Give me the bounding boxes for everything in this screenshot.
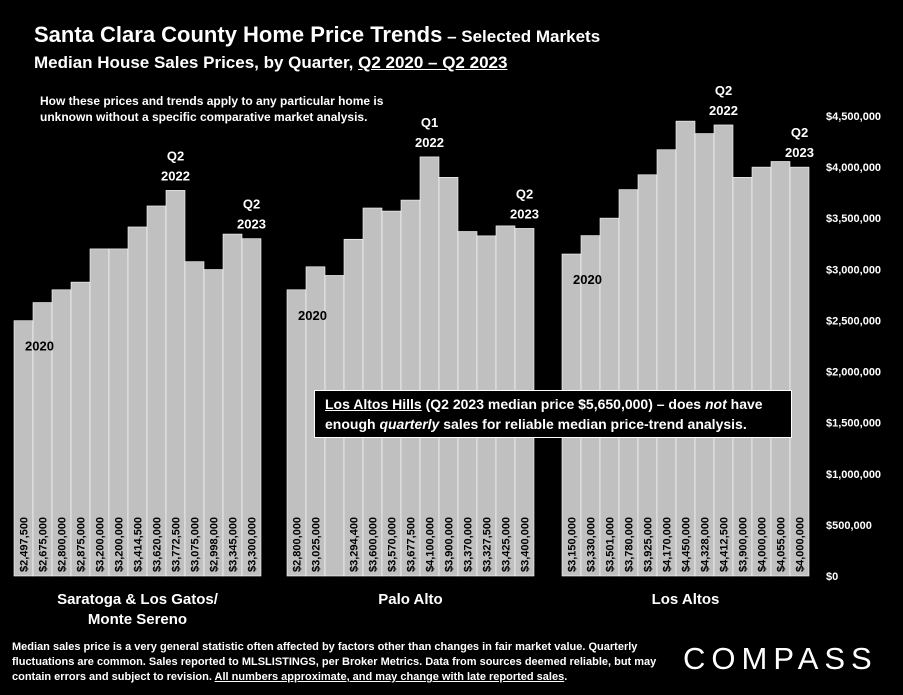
bar-value-label: $3,620,000 bbox=[152, 517, 164, 572]
bar-value-label: $3,370,000 bbox=[463, 517, 475, 572]
bar-value-label: $2,800,000 bbox=[292, 517, 304, 572]
bar-value-label: $3,900,000 bbox=[738, 517, 750, 572]
bar-value-label: $3,200,000 bbox=[114, 517, 126, 572]
quarter-annotation: Q2 bbox=[243, 197, 260, 212]
bar-value-label: $3,414,500 bbox=[133, 517, 145, 572]
bar bbox=[675, 120, 696, 577]
y-tick-label: $500,000 bbox=[826, 520, 872, 532]
callout-link-text: Los Altos Hills bbox=[325, 396, 422, 412]
bar-value-label: $4,000,000 bbox=[795, 517, 807, 572]
bar-value-label: $3,150,000 bbox=[567, 517, 579, 572]
callout-emph-quarterly: quarterly bbox=[379, 416, 440, 432]
bar bbox=[732, 177, 753, 577]
y-tick-label: $1,000,000 bbox=[826, 469, 881, 481]
los-altos-hills-callout: Los Altos Hills (Q2 2023 median price $5… bbox=[314, 390, 792, 438]
y-tick-label: $3,500,000 bbox=[826, 213, 881, 225]
bar-value-label: $3,772,500 bbox=[171, 517, 183, 572]
bar-value-label: $3,300,000 bbox=[247, 517, 259, 572]
bar-value-label: $3,570,000 bbox=[387, 517, 399, 572]
bar-value-label: $4,055,000 bbox=[776, 517, 788, 572]
callout-text-a: (Q2 2023 median price $5,650,000) – does bbox=[421, 396, 705, 412]
bar-value-label: $3,345,000 bbox=[228, 517, 240, 572]
bar-value-label: $2,800,000 bbox=[57, 517, 69, 572]
quarter-annotation: Q2 bbox=[167, 148, 184, 163]
group-label: Palo Alto bbox=[378, 591, 442, 608]
bar-value-label: $3,425,000 bbox=[501, 517, 513, 572]
y-tick-label: $0 bbox=[826, 571, 838, 583]
bar-value-label: $3,780,000 bbox=[624, 517, 636, 572]
callout-emph-not: not bbox=[705, 396, 727, 412]
callout-text-c: sales for reliable median price-trend an… bbox=[439, 416, 747, 432]
footer-underlined: All numbers approximate, and may change … bbox=[214, 671, 565, 683]
bar-value-label: $3,900,000 bbox=[444, 517, 456, 572]
bar-value-label: $3,075,000 bbox=[190, 517, 202, 572]
bar-value-label: $2,998,000 bbox=[209, 517, 221, 572]
bar-value-label: $3,501,000 bbox=[605, 517, 617, 572]
bar bbox=[656, 149, 677, 577]
quarter-annotation: 2023 bbox=[785, 145, 814, 160]
bar-value-label: $4,100,000 bbox=[425, 517, 437, 572]
chart-subtitle: Median House Sales Prices, by Quarter, Q… bbox=[34, 53, 507, 73]
bar bbox=[694, 133, 715, 577]
y-tick-label: $1,500,000 bbox=[826, 418, 881, 430]
group-label: Los Altos bbox=[652, 591, 720, 608]
quarter-annotation: Q2 bbox=[715, 83, 732, 98]
bar-value-label: $4,170,000 bbox=[662, 517, 674, 572]
compass-logo: COMPASS bbox=[683, 641, 878, 676]
quarter-annotation: Q2 bbox=[791, 125, 808, 140]
footer-disclaimer: Median sales price is a very general sta… bbox=[12, 640, 672, 685]
bar-value-label: $4,000,000 bbox=[757, 517, 769, 572]
bar bbox=[770, 161, 791, 577]
bar-value-label: $3,294,400 bbox=[349, 517, 361, 572]
bar-value-label: $2,875,000 bbox=[76, 517, 88, 572]
group-label: Monte Sereno bbox=[88, 611, 187, 628]
subtitle-period: Q2 2020 – Q2 2023 bbox=[358, 53, 508, 72]
quarter-annotation: Q1 bbox=[421, 115, 438, 130]
bar-value-label: $4,450,000 bbox=[681, 517, 693, 572]
bar-value-label: $2,675,000 bbox=[38, 517, 50, 572]
bar-value-label: $4,328,000 bbox=[700, 517, 712, 572]
bar bbox=[789, 166, 810, 577]
bar-value-label: $3,677,500 bbox=[406, 517, 418, 572]
bar bbox=[419, 156, 440, 577]
y-tick-label: $4,500,000 bbox=[826, 111, 881, 123]
bar-value-label: $2,497,500 bbox=[19, 517, 31, 572]
footer-end: . bbox=[564, 671, 568, 683]
subtitle-prefix: Median House Sales Prices, by Quarter, bbox=[34, 53, 359, 72]
bar-value-label: $3,330,000 bbox=[586, 517, 598, 572]
bar-value-label: $4,412,500 bbox=[719, 517, 731, 572]
bar bbox=[751, 166, 772, 577]
bar bbox=[713, 124, 734, 577]
callout-text-b: have enough bbox=[325, 396, 763, 432]
bar bbox=[241, 238, 262, 577]
y-tick-label: $2,500,000 bbox=[826, 315, 881, 327]
bar-value-label: $3,025,000 bbox=[311, 517, 323, 572]
bar bbox=[438, 177, 459, 577]
bar-value-label: $3,400,000 bbox=[520, 517, 532, 572]
bar bbox=[637, 174, 658, 577]
bar-value-label: $3,600,000 bbox=[368, 517, 380, 572]
year-annotation: 2020 bbox=[25, 339, 54, 354]
bar-value-label: $3,925,000 bbox=[643, 517, 655, 572]
quarter-annotation: 2023 bbox=[237, 217, 266, 232]
year-annotation: 2020 bbox=[573, 272, 602, 287]
bar-value-label: $3,327,500 bbox=[482, 517, 494, 572]
chart-title: Santa Clara County Home Price Trends – S… bbox=[34, 22, 600, 48]
quarter-annotation: 2022 bbox=[415, 135, 444, 150]
footer-text: Median sales price is a very general sta… bbox=[12, 641, 657, 683]
bar-value-label: $3,200,000 bbox=[95, 517, 107, 572]
y-tick-label: $3,000,000 bbox=[826, 264, 881, 276]
group-label: Saratoga & Los Gatos/ bbox=[57, 591, 219, 608]
chart-title-suffix: – Selected Markets bbox=[442, 27, 601, 46]
chart-title-main: Santa Clara County Home Price Trends bbox=[34, 22, 443, 47]
y-tick-label: $2,000,000 bbox=[826, 367, 881, 379]
y-tick-label: $4,000,000 bbox=[826, 162, 881, 174]
quarter-annotation: 2023 bbox=[510, 206, 539, 221]
quarter-annotation: 2022 bbox=[709, 103, 738, 118]
quarter-annotation: 2022 bbox=[161, 168, 190, 183]
quarter-annotation: Q2 bbox=[516, 186, 533, 201]
year-annotation: 2020 bbox=[298, 308, 327, 323]
analysis-note: How these prices and trends apply to any… bbox=[40, 94, 384, 124]
